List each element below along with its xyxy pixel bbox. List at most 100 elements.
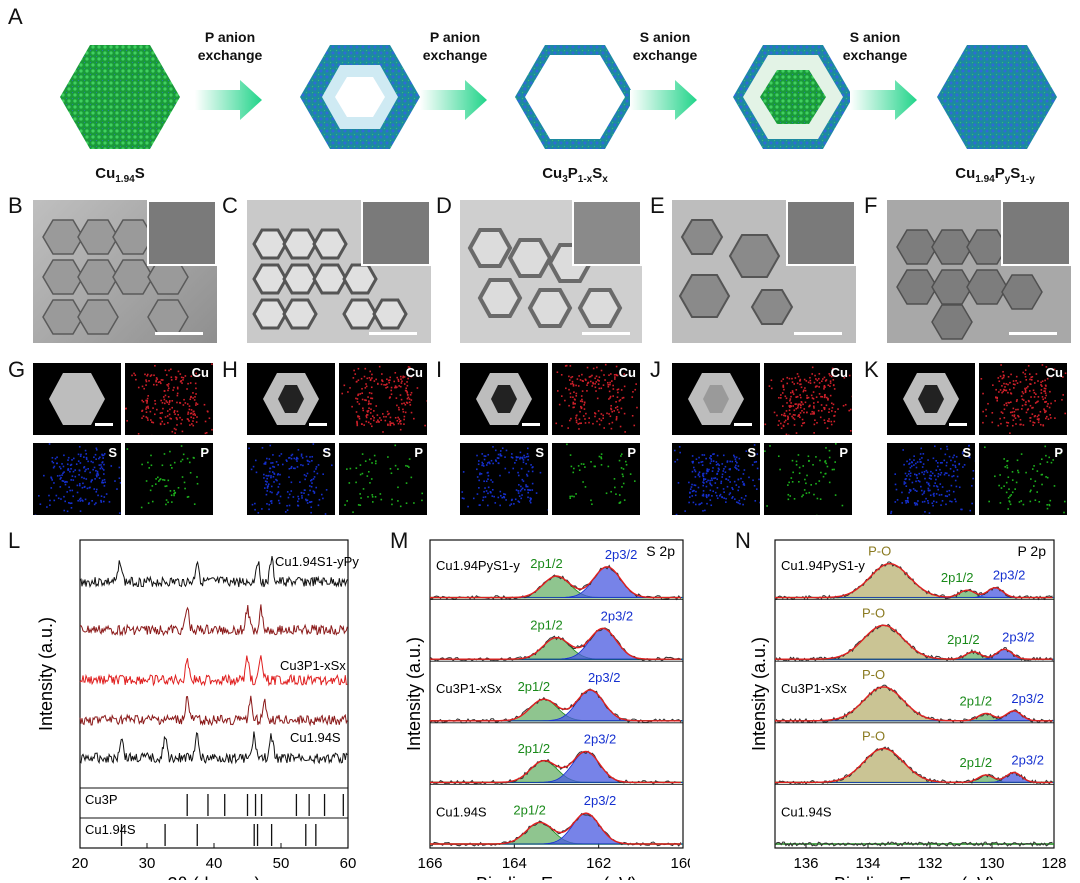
x-tick-label: 128 [1041,855,1066,872]
series-label-2: Cu3P1-xSx [436,681,502,696]
reaction-arrow-icon [195,80,917,120]
series-label-0: Cu1.94S1-yPy [275,554,359,569]
eds-map-s: S [247,443,335,515]
map-label-s: S [962,445,971,460]
compound-label-cu3p: Cu3P1-xSx [542,165,608,185]
x-tick-label: 166 [417,855,442,872]
nanoplate-cu194pys [937,45,1057,149]
eds-map-cu: Cu [125,363,213,435]
compound-label-cu194s: Cu1.94S [95,165,144,185]
peak-label: 2p1/2 [518,679,551,694]
scale-bar [95,423,113,426]
haadf-core [918,385,944,413]
raw-spectrum [774,623,1053,663]
series-label-0: Cu1.94PyS1-y [781,558,865,573]
eds-map-s: S [460,443,548,515]
xrd-series-4 [79,731,348,765]
map-label-p: P [839,445,848,460]
series-label-4: Cu1.94S [436,804,487,819]
nanoplate-cu194s [60,45,180,149]
map-label-p: P [627,445,636,460]
plot-frame [774,539,1055,849]
fit-peak-0 [430,760,683,783]
map-label-s: S [747,445,756,460]
fit-envelope [775,686,1053,722]
map-label-p: P [414,445,423,460]
panel-label-e: E [650,193,665,218]
x-tick-label: 60 [340,855,357,872]
fit-envelope [775,624,1053,660]
map-label-s: S [108,445,117,460]
eds-map-p: P [552,443,640,515]
raw-spectrum [774,841,1053,847]
series-label-4: Cu1.94S [781,804,832,819]
x-tick-label: 134 [855,855,880,872]
panel-label-a: A [8,4,23,29]
map-label-p: P [200,445,209,460]
x-tick-label: 130 [979,855,1004,872]
eds-map-cu: Cu [552,363,640,435]
arrow-label-2: P anion [430,29,480,45]
x-axis-label: 2θ (degree) [167,874,260,880]
panel-label-b: B [8,193,23,218]
anion-exchange-schematic: P anion exchange P anion exchange S anio… [60,29,1057,185]
haadf-core [491,385,517,413]
panel-label-l: L [8,528,21,553]
eds-map-cu: Cu [339,363,427,435]
xps-s2p-chart: 166 164 162 160 Binding Energy (eV) Intensity… [404,539,690,880]
y-axis-label: Intensity (a.u.) [36,617,56,731]
fit-envelope [775,747,1053,784]
peak-label: 2p3/2 [993,568,1026,583]
xrd-series-1 [79,604,348,637]
map-label-cu: Cu [191,365,209,380]
eds-map-haadf [672,363,760,435]
compound-label-cu194pys: Cu1.94PyS1-y [955,165,1035,185]
peak-label: 2p1/2 [513,802,546,817]
fit-envelope [430,812,681,845]
panel-label-g: G [8,357,26,382]
svg-text:exchange: exchange [198,47,263,63]
eds-map-s: S [33,443,121,515]
arrow-label-4: S anion [850,29,901,45]
tem-image-c [247,200,431,343]
svg-text:exchange: exchange [423,47,488,63]
map-label-s: S [322,445,331,460]
x-tick-label: 164 [502,855,527,872]
peak-label: P-O [862,729,885,744]
peak-label: P-O [862,605,885,620]
fit-peak-0 [430,698,683,722]
tem-image-e [672,200,856,343]
fit-envelope [430,689,681,722]
tem-image-f [887,200,1071,343]
panel-label-f: F [864,193,878,218]
series-label-2: Cu3P1-xSx [781,681,847,696]
panel-label-n: N [735,528,751,553]
svg-text:exchange: exchange [843,47,908,63]
peak-label: 2p1/2 [518,741,551,756]
arrow-label-3: S anion [640,29,691,45]
haadf-core [278,385,304,413]
tem-image-b [33,200,217,343]
plot-frame [429,539,684,849]
xrd-series-3 [79,695,348,727]
peak-label: 2p3/2 [601,608,634,623]
xrd-series-2 [79,655,348,687]
x-tick-label: 160 [670,855,690,872]
spectrum-annotation: S 2p [646,543,675,559]
map-label-cu: Cu [618,365,636,380]
x-tick-label: 162 [586,855,611,872]
eds-map-haadf [887,363,975,435]
x-tick-label: 132 [917,855,942,872]
fit-peak-0 [430,821,683,845]
xrd-chart: 20 30 40 50 60 2θ (degree) Intensity (a.u.) Cu1… [36,539,359,880]
peak-label: 2p3/2 [1002,629,1035,644]
eds-map-p: P [764,443,852,515]
eds-map-p: P [979,443,1067,515]
plot-frame [79,539,349,849]
peak-label: 2p1/2 [947,632,980,647]
eds-map-p: P [339,443,427,515]
scale-bar [734,423,752,426]
panel-label-d: D [436,193,452,218]
fit-envelope [775,562,1053,599]
eds-map-haadf [33,363,121,435]
